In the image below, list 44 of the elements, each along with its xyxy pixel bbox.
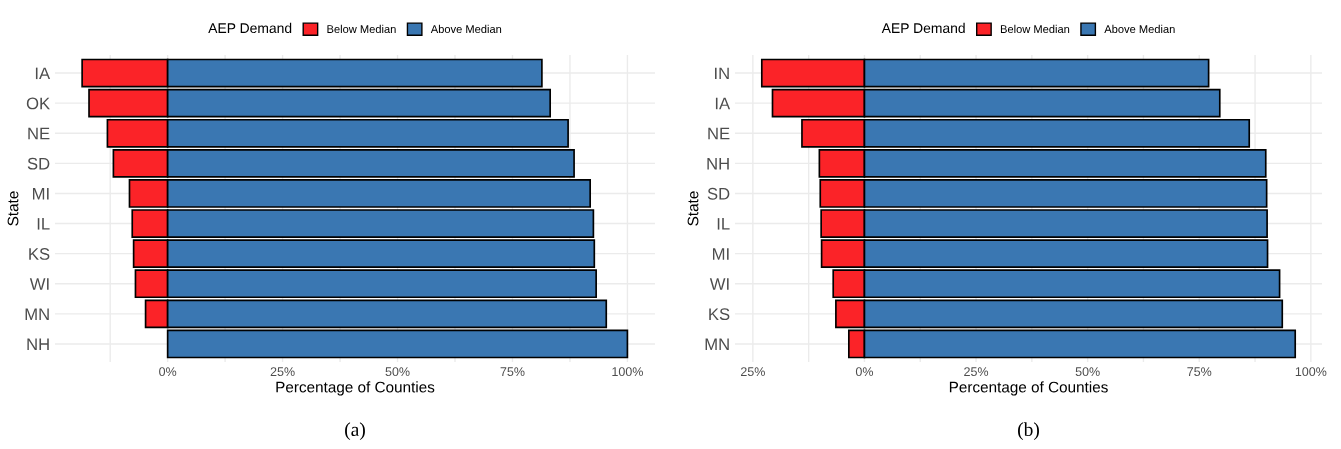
legend-label: Below Median (1000, 24, 1070, 34)
text: (b) (1018, 422, 1039, 440)
legend-title: AEP Demand (208, 22, 292, 34)
y-tick-label: OK (26, 97, 50, 110)
y-tick-label: KS (29, 248, 50, 260)
y-tick-label: NH (707, 157, 729, 170)
y-tick-label: NE (708, 127, 730, 140)
y-axis-title: State (687, 191, 699, 226)
x-tick-label: 50% (385, 367, 410, 377)
y-tick-label: WI (709, 278, 729, 290)
y-tick-label: KS (709, 308, 730, 321)
y-tick-label: IL (37, 218, 50, 230)
legend-label: Above Median (430, 24, 502, 34)
y-tick-label: SD (27, 157, 50, 170)
legend-label: Below Median (327, 24, 396, 34)
x-tick-label: 25% (270, 367, 295, 377)
y-tick-label: MN (705, 338, 729, 350)
y-tick-label: SD (707, 187, 730, 200)
legend-title: AEP Demand (881, 22, 965, 34)
x-tick-label: 75% (1187, 367, 1212, 377)
y-tick-label: MI (712, 248, 729, 260)
y-tick-label: IN (715, 67, 729, 80)
bar (166, 329, 629, 359)
x-tick-label: 75% (500, 367, 525, 377)
y-tick-label: NH (27, 338, 49, 350)
y-tick-label: IL (717, 218, 730, 230)
x-axis-title: Percentage of Counties (276, 381, 435, 396)
y-axis-title: State (7, 191, 19, 226)
y-tick-label: IA (715, 97, 731, 110)
x-tick-label: 0% (159, 367, 177, 377)
y-tick-label: MI (32, 188, 49, 200)
legend-label: Above Median (1104, 24, 1175, 34)
y-tick-label: NE (28, 127, 50, 140)
x-tick-label: 100% (1295, 367, 1327, 377)
y-tick-label: IA (35, 67, 51, 80)
x-tick-label: 25% (964, 367, 989, 377)
x-axis-title: Percentage of Counties (949, 381, 1108, 396)
x-tick-label: 25% (740, 367, 765, 377)
x-tick-label: 50% (1075, 367, 1100, 377)
y-tick-label: MN (25, 308, 49, 320)
x-tick-label: 100% (612, 367, 643, 377)
y-tick-label: WI (29, 278, 49, 290)
text: (a) (345, 422, 365, 440)
x-tick-label: 0% (855, 367, 874, 377)
